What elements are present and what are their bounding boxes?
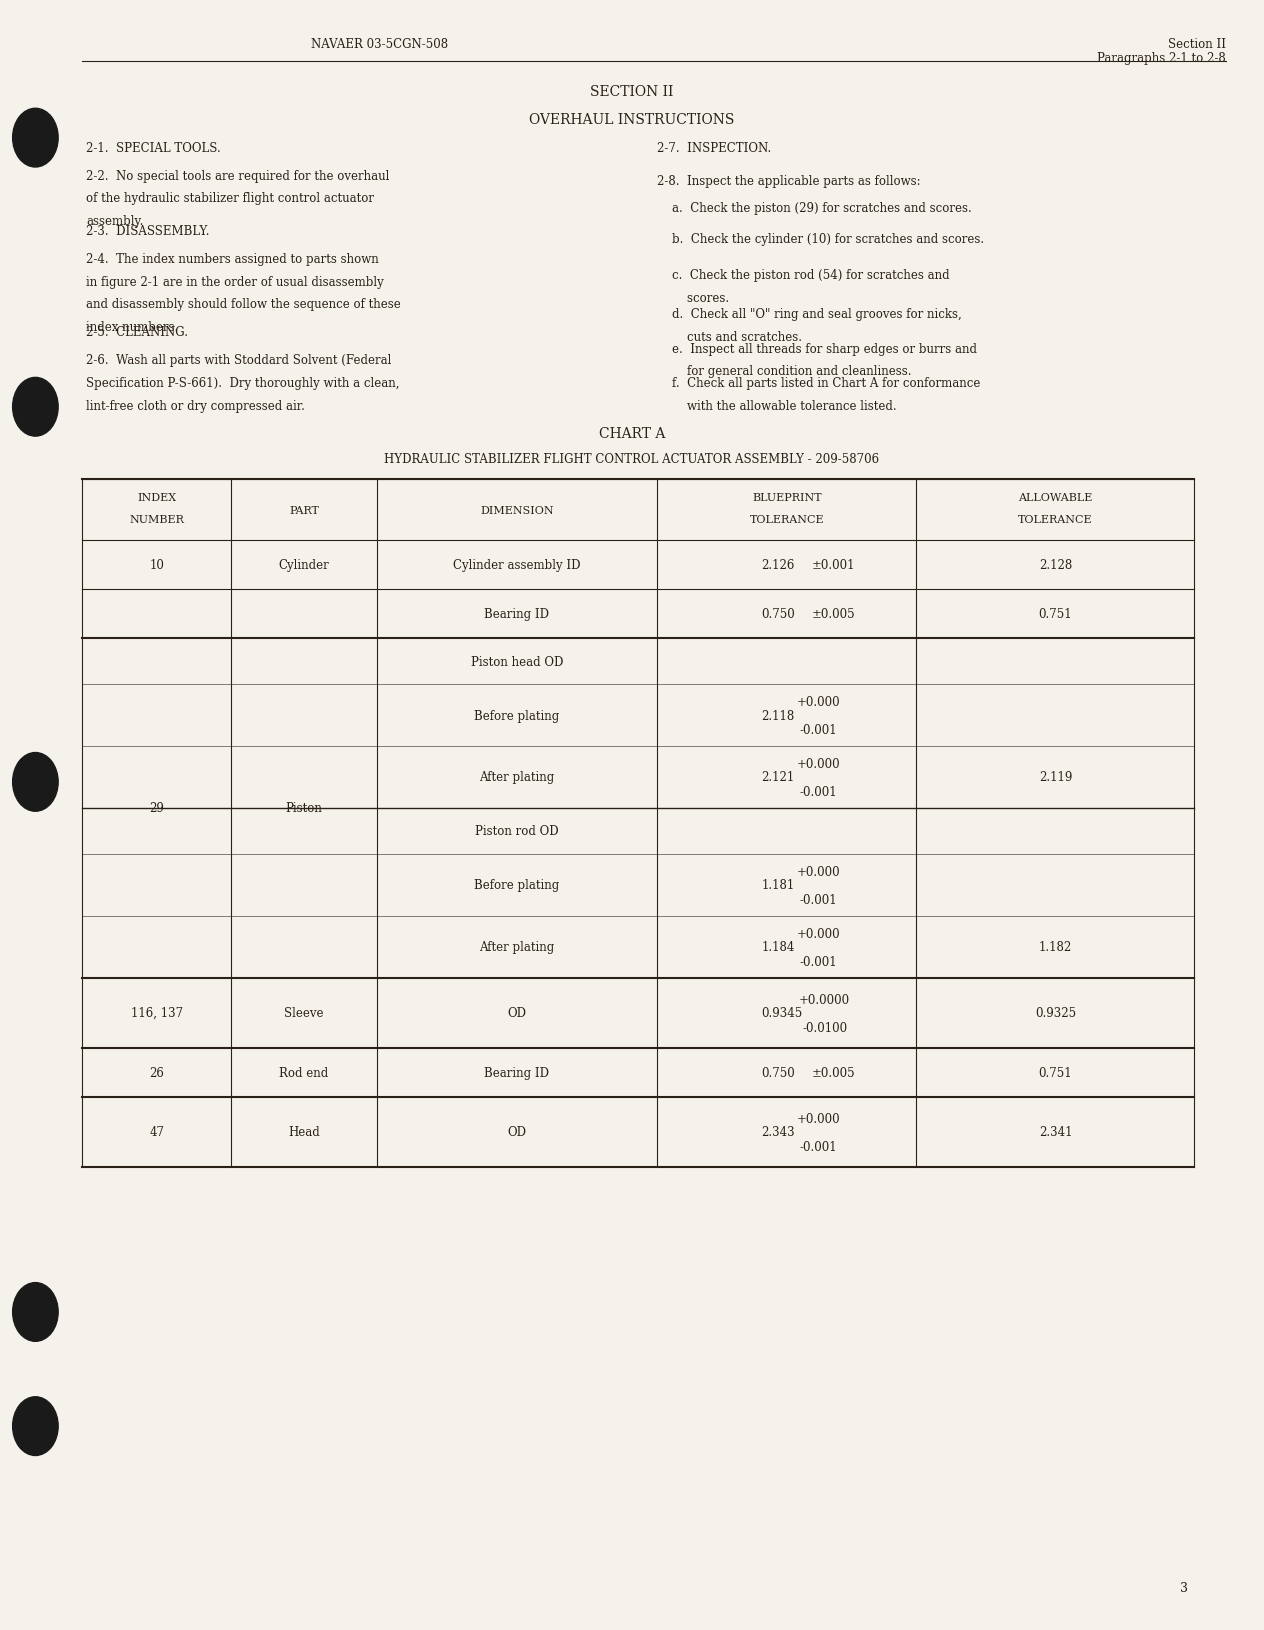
Text: 0.750: 0.750 xyxy=(761,1066,795,1079)
Text: BLUEPRINT: BLUEPRINT xyxy=(752,492,822,502)
Text: 0.9325: 0.9325 xyxy=(1035,1007,1076,1019)
Text: Cylinder: Cylinder xyxy=(278,559,330,572)
Text: Before plating: Before plating xyxy=(474,709,560,722)
Text: ±0.005: ±0.005 xyxy=(811,608,856,621)
Text: ALLOWABLE: ALLOWABLE xyxy=(1019,492,1092,502)
Text: 2.126: 2.126 xyxy=(761,559,795,572)
Text: After plating: After plating xyxy=(479,941,555,954)
Text: 2-5.  CLEANING.: 2-5. CLEANING. xyxy=(86,326,188,339)
Circle shape xyxy=(13,1283,58,1341)
Text: for general condition and cleanliness.: for general condition and cleanliness. xyxy=(657,365,911,378)
Text: Paragraphs 2-1 to 2-8: Paragraphs 2-1 to 2-8 xyxy=(1097,52,1226,65)
Text: of the hydraulic stabilizer flight control actuator: of the hydraulic stabilizer flight contr… xyxy=(86,192,374,205)
Text: assembly.: assembly. xyxy=(86,215,143,228)
Text: index numbers.: index numbers. xyxy=(86,321,178,334)
Text: HYDRAULIC STABILIZER FLIGHT CONTROL ACTUATOR ASSEMBLY - 209-58706: HYDRAULIC STABILIZER FLIGHT CONTROL ACTU… xyxy=(384,453,880,466)
Text: -0.001: -0.001 xyxy=(800,893,837,906)
Text: After plating: After plating xyxy=(479,771,555,784)
Text: Cylinder assembly ID: Cylinder assembly ID xyxy=(454,559,580,572)
Text: 2.121: 2.121 xyxy=(761,771,795,784)
Circle shape xyxy=(13,378,58,437)
Text: +0.000: +0.000 xyxy=(796,696,841,709)
Text: 1.181: 1.181 xyxy=(761,879,795,892)
Text: Before plating: Before plating xyxy=(474,879,560,892)
Text: Rod end: Rod end xyxy=(279,1066,329,1079)
Text: 47: 47 xyxy=(149,1126,164,1138)
Text: Piston: Piston xyxy=(286,802,322,815)
Text: 0.9345: 0.9345 xyxy=(761,1007,803,1019)
Text: c.  Check the piston rod (54) for scratches and: c. Check the piston rod (54) for scratch… xyxy=(657,269,951,282)
Text: d.  Check all "O" ring and seal grooves for nicks,: d. Check all "O" ring and seal grooves f… xyxy=(657,308,962,321)
Text: Head: Head xyxy=(288,1126,320,1138)
Text: 2.128: 2.128 xyxy=(1039,559,1072,572)
Text: 0.750: 0.750 xyxy=(761,608,795,621)
Text: 2-4.  The index numbers assigned to parts shown: 2-4. The index numbers assigned to parts… xyxy=(86,253,379,266)
Text: 116, 137: 116, 137 xyxy=(130,1007,183,1019)
Text: 2-1.  SPECIAL TOOLS.: 2-1. SPECIAL TOOLS. xyxy=(86,142,221,155)
Text: OVERHAUL INSTRUCTIONS: OVERHAUL INSTRUCTIONS xyxy=(530,112,734,127)
Text: 1.182: 1.182 xyxy=(1039,941,1072,954)
Text: OD: OD xyxy=(507,1007,527,1019)
Text: +0.0000: +0.0000 xyxy=(799,994,851,1006)
Text: and disassembly should follow the sequence of these: and disassembly should follow the sequen… xyxy=(86,298,401,311)
Text: -0.001: -0.001 xyxy=(800,955,837,968)
Text: e.  Inspect all threads for sharp edges or burrs and: e. Inspect all threads for sharp edges o… xyxy=(657,342,977,355)
Text: Bearing ID: Bearing ID xyxy=(484,608,550,621)
Text: PART: PART xyxy=(289,505,319,515)
Text: ±0.001: ±0.001 xyxy=(811,559,856,572)
Text: SECTION II: SECTION II xyxy=(590,85,674,99)
Text: Bearing ID: Bearing ID xyxy=(484,1066,550,1079)
Text: NUMBER: NUMBER xyxy=(129,515,185,525)
Text: Piston head OD: Piston head OD xyxy=(470,655,564,668)
Text: 1.184: 1.184 xyxy=(761,941,795,954)
Text: with the allowable tolerance listed.: with the allowable tolerance listed. xyxy=(657,399,897,412)
Text: 2-2.  No special tools are required for the overhaul: 2-2. No special tools are required for t… xyxy=(86,170,389,183)
Text: 2.343: 2.343 xyxy=(761,1126,795,1138)
Text: 26: 26 xyxy=(149,1066,164,1079)
Text: -0.001: -0.001 xyxy=(800,724,837,737)
Text: DIMENSION: DIMENSION xyxy=(480,505,554,515)
Text: Specification P-S-661).  Dry thoroughly with a clean,: Specification P-S-661). Dry thoroughly w… xyxy=(86,377,399,390)
Text: 2.119: 2.119 xyxy=(1039,771,1072,784)
Text: OD: OD xyxy=(507,1126,527,1138)
Circle shape xyxy=(13,753,58,812)
Text: TOLERANCE: TOLERANCE xyxy=(750,515,824,525)
Text: 10: 10 xyxy=(149,559,164,572)
Text: +0.000: +0.000 xyxy=(796,866,841,879)
Text: Sleeve: Sleeve xyxy=(284,1007,324,1019)
Text: INDEX: INDEX xyxy=(138,492,176,502)
Text: a.  Check the piston (29) for scratches and scores.: a. Check the piston (29) for scratches a… xyxy=(657,202,972,215)
Text: 2-6.  Wash all parts with Stoddard Solvent (Federal: 2-6. Wash all parts with Stoddard Solven… xyxy=(86,354,392,367)
Text: scores.: scores. xyxy=(657,292,729,305)
Text: 0.751: 0.751 xyxy=(1039,1066,1072,1079)
Text: -0.001: -0.001 xyxy=(800,1141,837,1152)
Text: 2-3.  DISASSEMBLY.: 2-3. DISASSEMBLY. xyxy=(86,225,210,238)
Text: 3: 3 xyxy=(1181,1581,1188,1594)
Text: -0.001: -0.001 xyxy=(800,786,837,799)
Text: CHART A: CHART A xyxy=(599,427,665,442)
Text: ±0.005: ±0.005 xyxy=(811,1066,856,1079)
Text: 29: 29 xyxy=(149,802,164,815)
Text: 2.341: 2.341 xyxy=(1039,1126,1072,1138)
Text: in figure 2-1 are in the order of usual disassembly: in figure 2-1 are in the order of usual … xyxy=(86,275,384,289)
Text: 2-8.  Inspect the applicable parts as follows:: 2-8. Inspect the applicable parts as fol… xyxy=(657,174,921,187)
Text: Piston rod OD: Piston rod OD xyxy=(475,825,559,838)
Text: +0.000: +0.000 xyxy=(796,927,841,941)
Text: cuts and scratches.: cuts and scratches. xyxy=(657,331,803,344)
Text: NAVAER 03-5CGN-508: NAVAER 03-5CGN-508 xyxy=(311,37,447,51)
Text: Section II: Section II xyxy=(1168,37,1226,51)
Text: +0.000: +0.000 xyxy=(796,1113,841,1125)
Text: +0.000: +0.000 xyxy=(796,758,841,771)
Text: TOLERANCE: TOLERANCE xyxy=(1018,515,1093,525)
Text: 2.118: 2.118 xyxy=(761,709,795,722)
Circle shape xyxy=(13,1397,58,1456)
Text: -0.0100: -0.0100 xyxy=(803,1022,847,1033)
Text: f.  Check all parts listed in Chart A for conformance: f. Check all parts listed in Chart A for… xyxy=(657,377,981,390)
Text: 2-7.  INSPECTION.: 2-7. INSPECTION. xyxy=(657,142,771,155)
Circle shape xyxy=(13,109,58,168)
Text: b.  Check the cylinder (10) for scratches and scores.: b. Check the cylinder (10) for scratches… xyxy=(657,233,985,246)
Text: 0.751: 0.751 xyxy=(1039,608,1072,621)
Text: lint-free cloth or dry compressed air.: lint-free cloth or dry compressed air. xyxy=(86,399,305,412)
